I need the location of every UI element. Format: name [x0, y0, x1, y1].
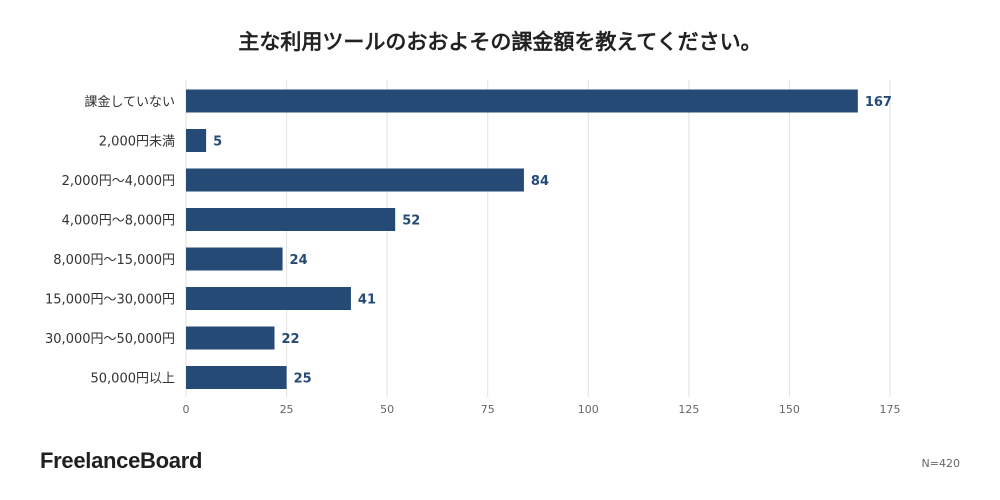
x-tick-label: 125	[678, 403, 699, 416]
bars	[186, 89, 858, 389]
category-label: 課金していない	[84, 94, 175, 110]
bar	[186, 326, 275, 350]
category-label: 8,000円〜15,000円	[53, 253, 175, 268]
value-label: 84	[531, 174, 549, 189]
category-label: 50,000円以上	[91, 372, 176, 387]
value-label: 25	[294, 372, 312, 387]
value-label: 22	[282, 332, 300, 347]
value-label: 167	[865, 95, 892, 110]
x-tick-label: 0	[183, 403, 190, 416]
value-label: 24	[290, 253, 308, 268]
freelanceboard-logo: FreelanceBoard	[40, 448, 203, 473]
x-tick-label: 75	[481, 403, 495, 416]
bar	[186, 366, 287, 389]
labels: 0 25 50 75 100 125 150 175 課金していない 167 2,000円未満 5 2,…	[45, 94, 900, 416]
bar	[186, 89, 858, 113]
value-label: 52	[402, 214, 420, 229]
gridlines	[185, 80, 891, 397]
bar	[186, 208, 396, 231]
sample-size-note: N=420	[921, 457, 960, 470]
x-tick-label: 150	[779, 403, 800, 416]
bar	[186, 287, 351, 310]
x-tick-label: 175	[880, 403, 901, 416]
value-label: 5	[213, 135, 222, 150]
category-label: 2,000円未満	[99, 135, 175, 150]
category-label: 4,000円〜8,000円	[62, 214, 175, 229]
x-tick-label: 100	[578, 403, 599, 416]
chart-title: 主な利用ツールのおおよその課金額を教えてください。	[238, 30, 762, 54]
bar	[186, 168, 524, 192]
x-tick-label: 50	[380, 403, 394, 416]
value-label: 41	[358, 293, 376, 308]
category-label: 30,000円〜50,000円	[45, 332, 175, 347]
category-label: 15,000円〜30,000円	[45, 293, 175, 308]
bar	[186, 129, 207, 152]
category-label: 2,000円〜4,000円	[62, 174, 175, 189]
x-tick-label: 25	[280, 403, 294, 416]
bar	[186, 247, 283, 271]
